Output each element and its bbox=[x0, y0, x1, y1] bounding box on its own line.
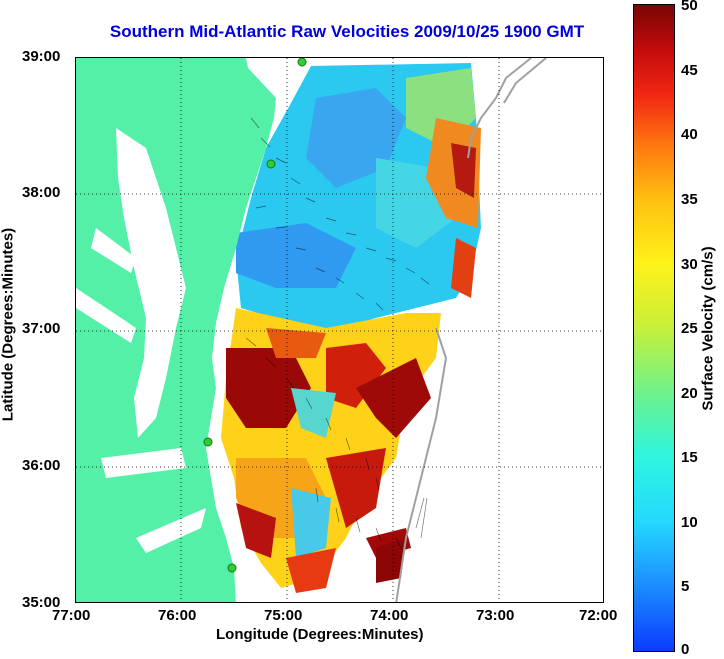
map-svg bbox=[76, 58, 603, 602]
colorbar bbox=[633, 4, 675, 652]
station-marker bbox=[266, 159, 276, 169]
colorbar-tick: 20 bbox=[681, 385, 698, 402]
colorbar-tick: 30 bbox=[681, 256, 698, 273]
colorbar-tick: 40 bbox=[681, 126, 698, 143]
map-title: Southern Mid-Atlantic Raw Velocities 200… bbox=[109, 22, 585, 41]
station-marker bbox=[227, 563, 237, 573]
x-tick: 77:00 bbox=[52, 607, 91, 624]
x-tick: 76:00 bbox=[158, 607, 197, 624]
colorbar-tick: 0 bbox=[681, 641, 690, 658]
y-tick: 37:00 bbox=[22, 320, 61, 337]
colorbar-tick: 50 bbox=[681, 0, 698, 14]
x-axis-label: Longitude (Degrees:Minutes) bbox=[216, 626, 424, 643]
colorbar-tick: 45 bbox=[681, 62, 698, 79]
station-marker bbox=[297, 58, 307, 67]
station-marker bbox=[203, 437, 213, 447]
land-mass bbox=[76, 58, 276, 602]
x-tick: 75:00 bbox=[264, 607, 303, 624]
colorbar-tick: 5 bbox=[681, 578, 690, 595]
y-tick: 38:00 bbox=[22, 184, 61, 201]
colorbar-tick: 10 bbox=[681, 514, 698, 531]
y-tick: 39:00 bbox=[22, 48, 61, 65]
velocity-field bbox=[221, 63, 481, 593]
y-axis-label: Latitude (Degrees:Minutes) bbox=[0, 227, 17, 422]
grid-lines bbox=[76, 58, 603, 602]
x-tick: 74:00 bbox=[370, 607, 409, 624]
y-tick: 35:00 bbox=[22, 594, 61, 611]
colorbar-tick: 35 bbox=[681, 191, 698, 208]
y-tick: 36:00 bbox=[22, 457, 61, 474]
x-tick: 73:00 bbox=[476, 607, 515, 624]
colorbar-label: Surface Velocity (cm/s) bbox=[699, 246, 717, 411]
x-tick: 72:00 bbox=[579, 607, 618, 624]
map-plot-area[interactable] bbox=[75, 57, 604, 603]
velocity-vectors bbox=[245, 117, 430, 551]
colorbar-tick: 15 bbox=[681, 449, 698, 466]
radar-stations bbox=[203, 58, 307, 573]
bathymetry-contours bbox=[395, 58, 547, 602]
colorbar-tick: 25 bbox=[681, 320, 698, 337]
